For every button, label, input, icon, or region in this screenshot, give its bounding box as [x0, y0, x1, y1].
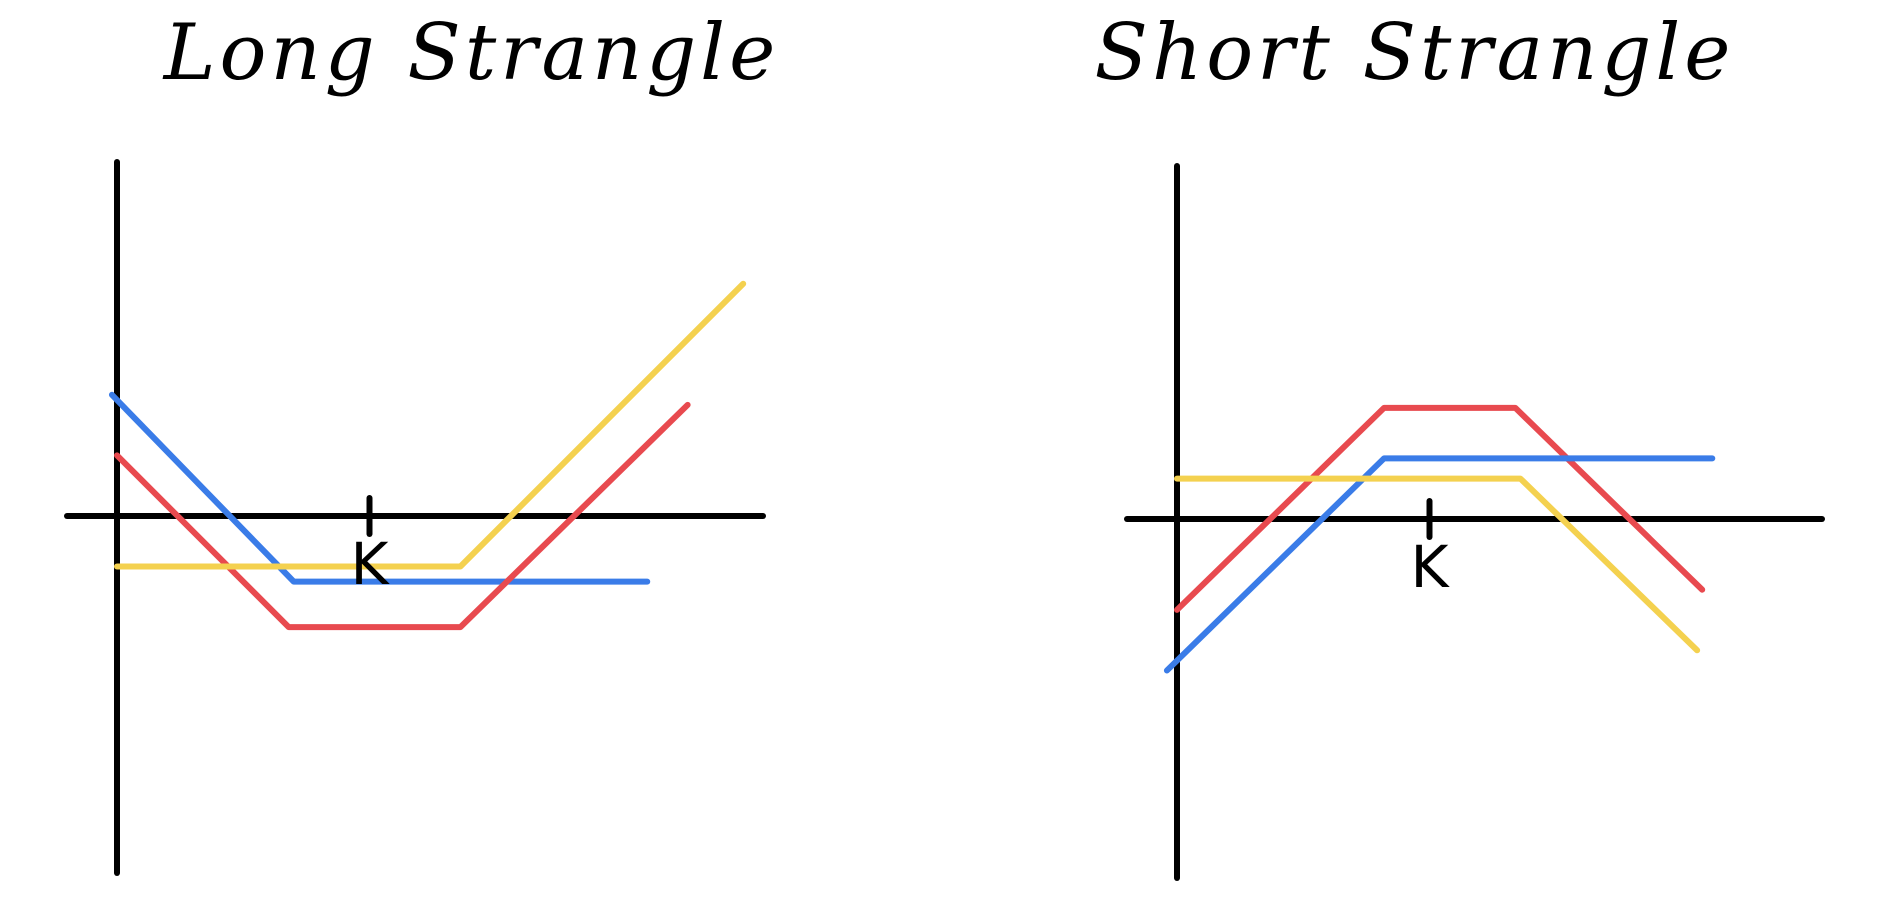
- series-line-2: [1163, 455, 1716, 674]
- short-strangle-chart: K: [1124, 163, 1825, 881]
- long-strangle-chart: K: [64, 159, 766, 876]
- chart-title: Short Strangle: [1094, 8, 1735, 98]
- series-line-1: [108, 391, 651, 585]
- series-line-3: [114, 280, 747, 570]
- chart-title: Long Strangle: [163, 8, 780, 98]
- tick-layer: K: [350, 495, 390, 598]
- series-line-2: [114, 401, 691, 631]
- tick-layer: K: [1410, 498, 1450, 601]
- long-strangle-panel: Long Strangle K: [64, 8, 780, 876]
- short-strangle-panel: Short Strangle K: [943, 0, 1886, 912]
- x-tick-label: K: [1410, 533, 1450, 601]
- series-line-1: [1174, 404, 1706, 613]
- series-layer: [1163, 404, 1716, 674]
- series-layer: [108, 280, 747, 631]
- x-tick-label: K: [350, 530, 390, 598]
- series-line-3: [1174, 475, 1701, 654]
